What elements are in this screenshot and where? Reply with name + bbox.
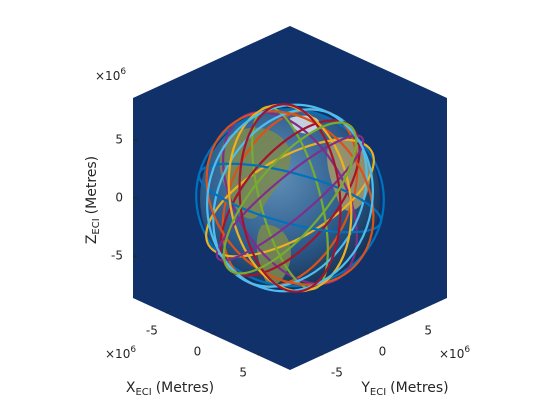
y-tick bbox=[318, 352, 324, 356]
x-tick bbox=[211, 331, 216, 335]
x-tick bbox=[165, 310, 171, 314]
z-tick-label: -5 bbox=[111, 249, 123, 263]
y-tick-label: 0 bbox=[379, 345, 387, 359]
axis-symbol: Z bbox=[84, 235, 100, 245]
axis-unit: (Metres) bbox=[156, 380, 214, 396]
x-tick-label: 0 bbox=[194, 345, 202, 359]
z-tick-label: 5 bbox=[115, 132, 123, 146]
exponent-power: 6 bbox=[120, 67, 126, 77]
exponent-base: ×10 bbox=[95, 69, 120, 83]
z-axis-title: ZECI (Metres) bbox=[84, 156, 102, 244]
exponent-power: 6 bbox=[464, 345, 470, 355]
axis-subscript: ECI bbox=[91, 218, 102, 234]
axis-subscript: ECI bbox=[135, 387, 151, 398]
x-tick-label: 5 bbox=[239, 365, 247, 379]
axis-exponent: ×106 bbox=[439, 345, 470, 361]
x-tick-label: -5 bbox=[146, 324, 158, 338]
y-tick bbox=[409, 310, 415, 314]
orbits bbox=[195, 103, 385, 293]
y-axis-title: YECI (Metres) bbox=[360, 380, 448, 398]
z-tick-label: 0 bbox=[115, 191, 123, 205]
x-tick bbox=[256, 352, 262, 356]
y-tick-label: -5 bbox=[331, 365, 343, 379]
axis-unit: (Metres) bbox=[84, 156, 100, 214]
y-tick-label: 5 bbox=[424, 324, 432, 338]
axis-exponent: ×106 bbox=[95, 67, 126, 83]
axis-subscript: ECI bbox=[370, 387, 386, 398]
y-tick bbox=[364, 331, 369, 335]
exponent-base: ×10 bbox=[105, 347, 130, 361]
exponent-power: 6 bbox=[130, 345, 136, 355]
axis-symbol: Y bbox=[360, 380, 370, 396]
axis-unit: (Metres) bbox=[390, 380, 448, 396]
exponent-base: ×10 bbox=[439, 347, 464, 361]
axis-symbol: X bbox=[126, 380, 136, 396]
x-axis-title: XECI (Metres) bbox=[126, 380, 214, 398]
axis-exponent: ×106 bbox=[105, 345, 136, 361]
